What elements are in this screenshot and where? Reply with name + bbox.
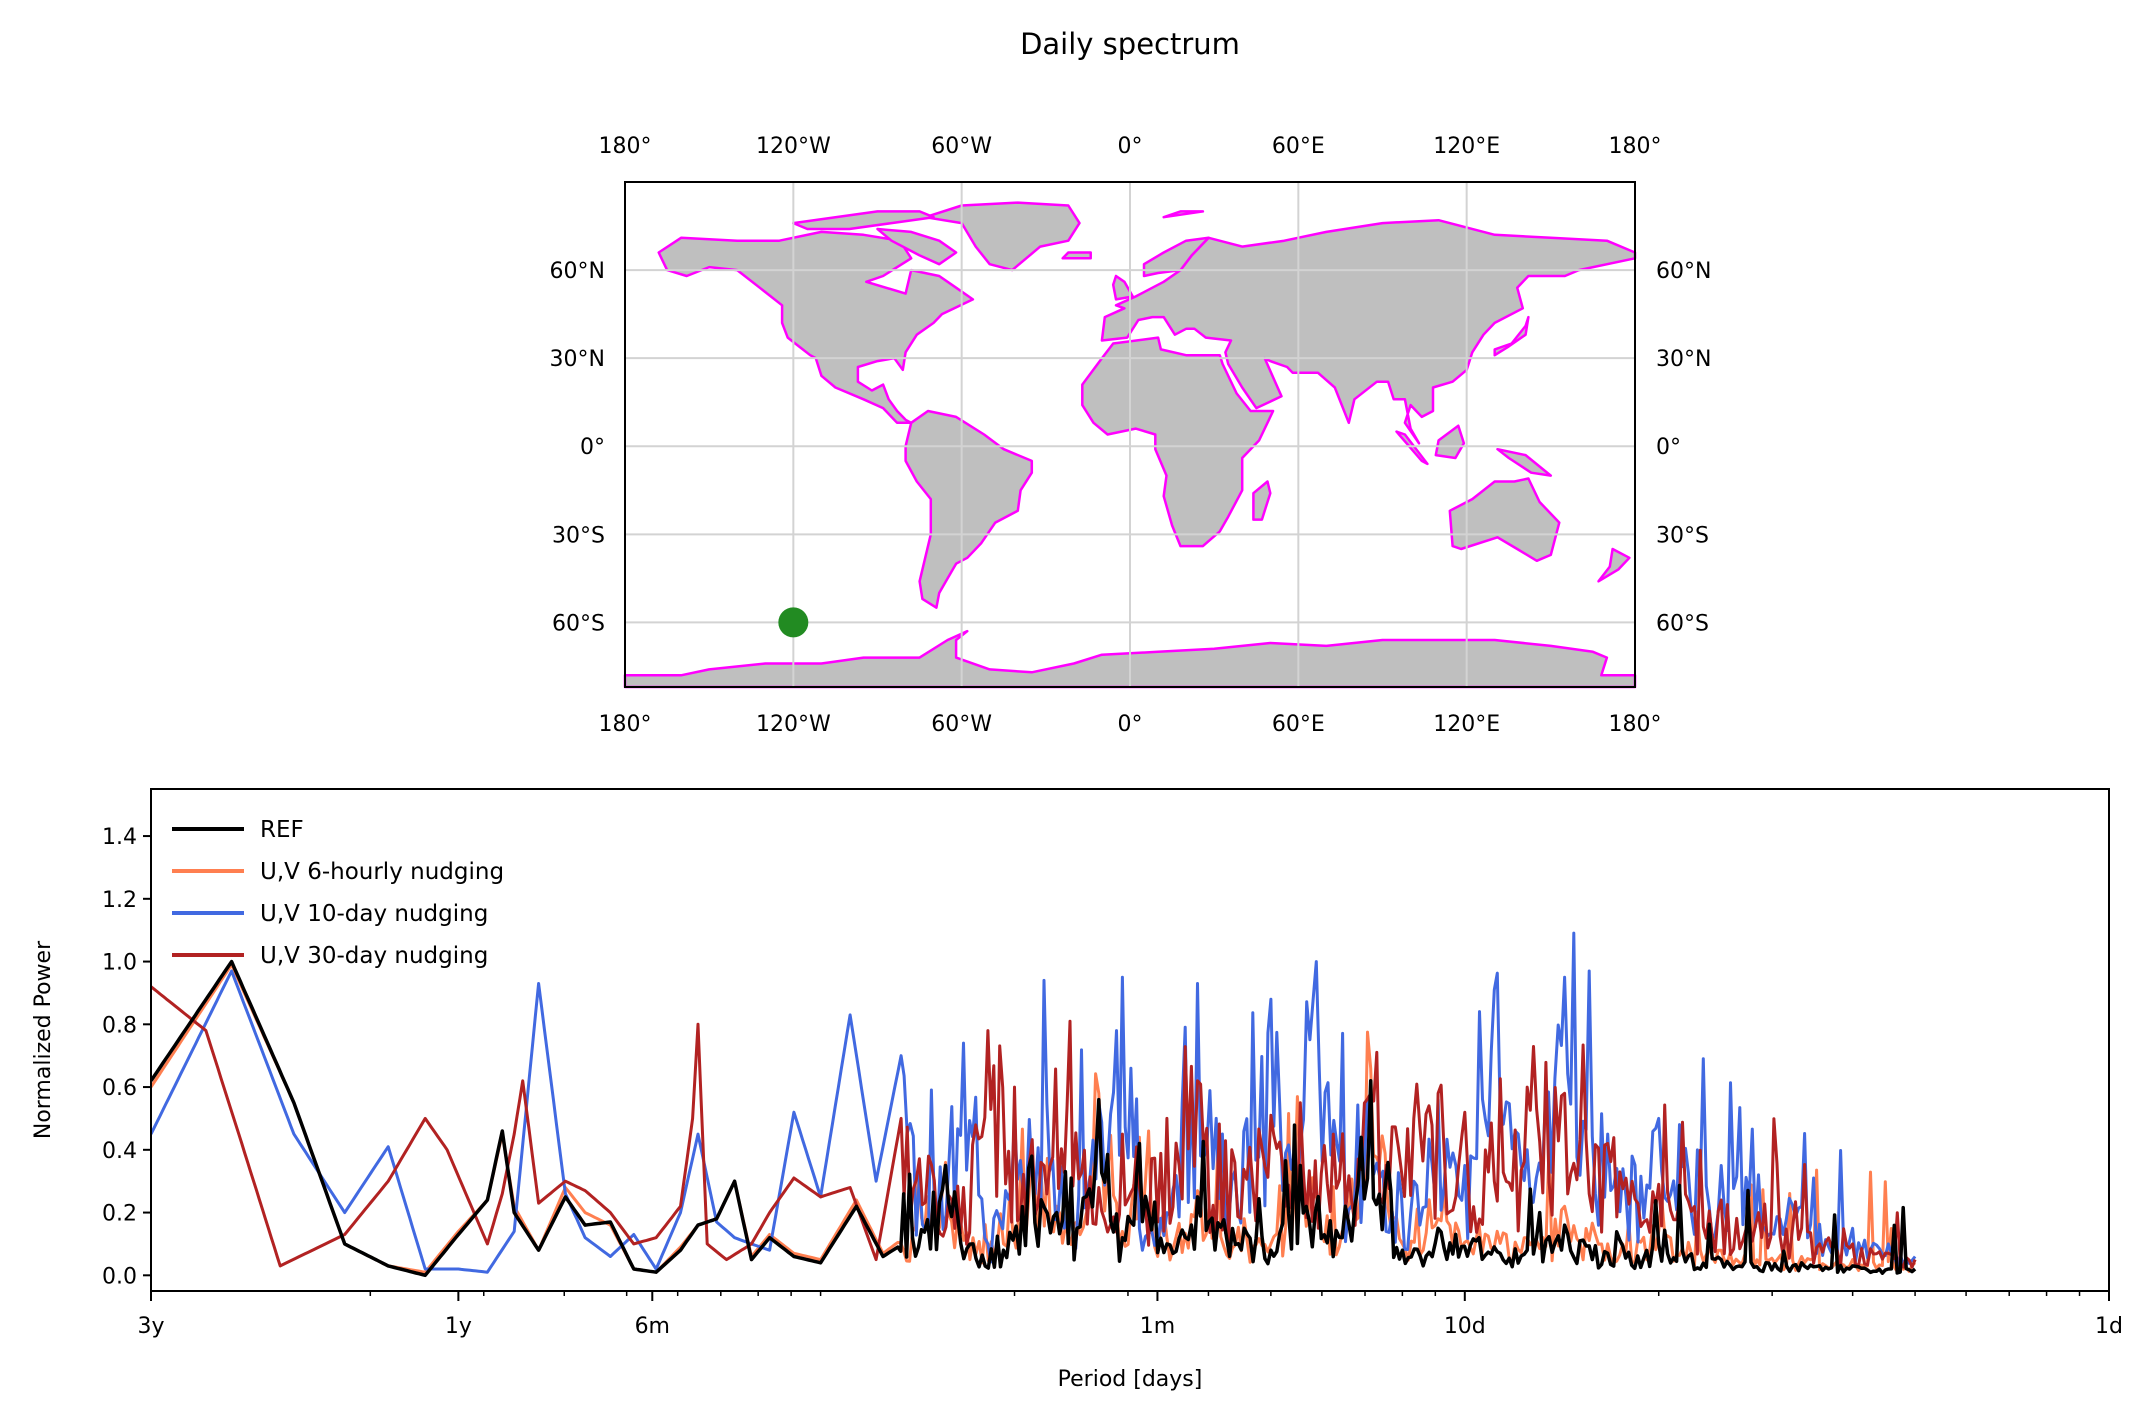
map-gridlines [625,182,1635,687]
x-tick-label: 3y [137,1314,164,1339]
x-tick-label: 10d [1444,1314,1486,1339]
land-baffin [876,227,958,266]
series-lines [151,931,1917,1278]
right-lat-label: 60°S [1656,611,1709,636]
land-new-zealand [1597,547,1631,583]
left-lat-label: 0° [580,435,605,460]
top-lon-label: 0° [1118,134,1143,159]
right-lat-label: 0° [1656,435,1681,460]
legend-label: U,V 6-hourly nudging [260,859,504,885]
left-lat-label: 60°S [552,611,605,636]
y-tick-label: 0.8 [102,1013,137,1038]
x-tick-label: 6m [635,1314,670,1339]
right-lat-label: 30°N [1656,347,1711,372]
bottom-lon-label: 120°E [1433,712,1500,737]
map-frame [624,181,1636,688]
top-lon-label: 60°W [931,134,992,159]
left-lat-label: 30°S [552,523,605,548]
y-tick-label: 0.0 [102,1264,137,1289]
land-greenland [923,201,1081,272]
bottom-lon-label: 0° [1118,712,1143,737]
land-svalbard [1162,210,1205,219]
y-tick-label: 0.6 [102,1076,137,1101]
bottom-lon-label: 60°W [931,712,992,737]
x-tick-label: 1d [2095,1314,2123,1339]
legend-label: U,V 10-day nudging [260,901,488,927]
legend-label: U,V 30-day nudging [260,943,488,969]
spectrum-plot: 0.0 0.2 0.4 0.6 0.8 1.0 1.2 1.4 3y 1y 6m 1m 10d 1d P… [31,788,2123,1392]
right-lat-label: 30°S [1656,523,1709,548]
y-axis-label: Normalized Power [31,940,56,1139]
legend: REF U,V 6-hourly nudging U,V 10-day nudgin… [172,817,504,969]
land-new-guinea [1496,447,1553,477]
y-tick-label: 1.4 [102,825,137,850]
land-scandinavia [1142,236,1210,278]
left-lat-label: 30°N [550,347,605,372]
bottom-lon-label: 60°E [1272,712,1325,737]
land-iceland [1061,251,1092,260]
land-madagascar [1252,480,1272,521]
series-line-0 [151,959,1917,1278]
bottom-lon-label: 180° [599,712,652,737]
y-tick-label: 1.0 [102,951,137,976]
series-line-2 [151,931,1917,1274]
top-lon-label: 180° [599,134,652,159]
x-axis-label: Period [days] [1058,1367,1203,1392]
right-lat-label: 60°N [1656,259,1711,284]
top-lon-label: 180° [1609,134,1662,159]
left-lat-label: 60°N [550,259,605,284]
figure-title: Daily spectrum [1020,27,1240,61]
top-lon-label: 120°W [756,134,831,159]
y-tick-label: 0.2 [102,1202,137,1227]
y-axis-ticks: 0.0 0.2 0.4 0.6 0.8 1.0 1.2 1.4 [102,825,151,1289]
plot-frame [150,788,2110,1292]
bottom-lon-label: 180° [1609,712,1662,737]
y-tick-label: 0.4 [102,1139,137,1164]
land-borneo [1434,424,1466,460]
land-sumatra [1395,430,1429,466]
legend-label: REF [260,817,304,843]
x-tick-label: 1y [445,1314,472,1339]
y-tick-label: 1.2 [102,888,137,913]
bottom-lon-label: 120°W [756,712,831,737]
land-japan [1493,315,1530,357]
x-axis-ticks: 3y 1y 6m 1m 10d 1d [137,1291,2123,1339]
location-marker [778,607,809,638]
x-tick-label: 1m [1140,1314,1175,1339]
land-arctic-islands [792,210,935,231]
world-map: 180° 180° 120°W 120°W 60°W 60°W 0° 0° 60°E 60°E 12… [550,134,1712,737]
map-tick-labels: 180° 180° 120°W 120°W 60°W 60°W 0° 0° 60°E 60°E 12… [550,134,1712,737]
top-lon-label: 60°E [1272,134,1325,159]
top-lon-label: 120°E [1433,134,1500,159]
land-south-america [904,409,1034,609]
